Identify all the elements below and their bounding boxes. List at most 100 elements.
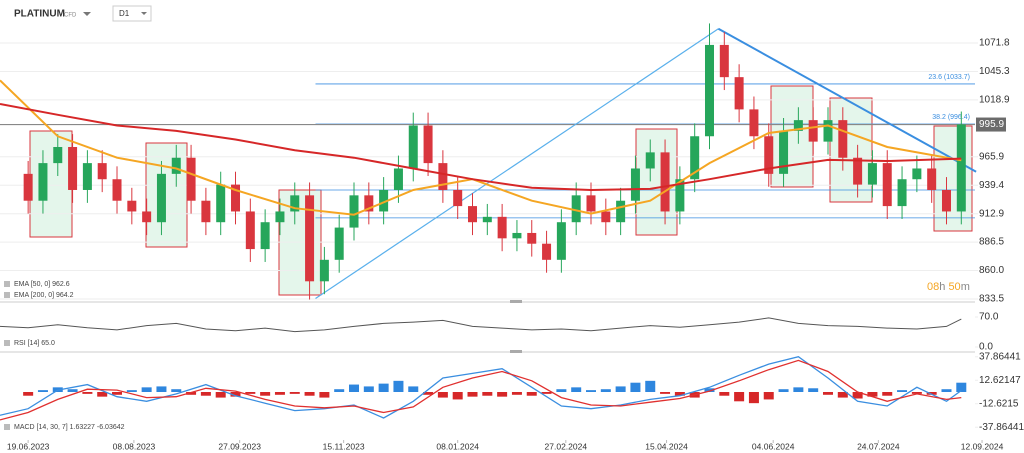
instrument: CFD [64, 13, 77, 19]
candle-body [616, 200, 626, 223]
candle-body [838, 120, 848, 158]
highlight-box [933, 125, 973, 232]
resize-handle[interactable] [510, 350, 522, 353]
candle-body [305, 195, 315, 282]
candle-body [927, 168, 937, 190]
candle-body [764, 136, 774, 174]
histogram-bar [230, 392, 241, 397]
candle-body [882, 163, 892, 207]
histogram-bar [941, 389, 952, 392]
candle-body [127, 200, 137, 212]
x-tick-label: 08.01.2024 [436, 441, 479, 451]
histogram-bar [171, 389, 182, 392]
candle-body [142, 211, 152, 223]
candle-body [690, 136, 700, 180]
candle-body [912, 168, 922, 180]
candle-body [423, 125, 433, 164]
histogram-bar [319, 392, 330, 398]
candle-body [364, 195, 374, 212]
legend-icon [4, 281, 10, 287]
highlight-box [829, 97, 873, 203]
series-line [0, 317, 962, 333]
candle-body [571, 195, 581, 223]
trendline [717, 27, 977, 173]
candle-body [808, 120, 818, 142]
y-tick-label: 70.0 [979, 312, 999, 323]
candle-body [82, 163, 92, 190]
candle-body [497, 216, 507, 239]
histogram-bar [363, 386, 374, 392]
fib-label: 38.2 (996.4) [932, 114, 970, 121]
candle-body [290, 195, 300, 212]
candle-body [438, 163, 448, 190]
histogram-bar [526, 392, 537, 396]
candle-body [734, 77, 744, 110]
histogram-bar [867, 392, 878, 397]
histogram-bar [126, 390, 137, 392]
histogram-bar [763, 392, 774, 400]
histogram-bar [674, 392, 685, 396]
candle-body [823, 120, 833, 142]
candle-body [527, 232, 537, 244]
histogram-bar [852, 392, 863, 399]
candle-body [556, 222, 566, 260]
histogram-bar [926, 392, 937, 395]
histogram-bar [956, 382, 967, 392]
candle-body [779, 130, 789, 174]
highlight-box [635, 128, 678, 236]
histogram-bar [408, 386, 419, 392]
candle-body [660, 152, 670, 212]
timeframe: D1 [119, 9, 130, 18]
histogram-bar [378, 383, 389, 392]
candle-body [231, 184, 241, 212]
y-tick-label: -37.86441 [979, 422, 1024, 433]
candle-body [68, 146, 78, 190]
y-tick-label: 965.9 [979, 151, 1004, 162]
histogram-bar [23, 392, 34, 396]
histogram-bar [112, 392, 123, 395]
candle-body [319, 259, 329, 282]
candle-body [453, 189, 463, 207]
y-tick-label: 1045.3 [979, 66, 1010, 77]
histogram-bar [304, 392, 315, 396]
candle-body [97, 163, 107, 180]
histogram-bar [734, 392, 745, 402]
timeframe-box[interactable] [112, 5, 152, 22]
histogram-bar [156, 386, 167, 392]
histogram-bar [822, 392, 833, 395]
histogram-bar [497, 392, 508, 397]
histogram-bar [704, 388, 715, 392]
histogram-bar [437, 392, 448, 398]
legend-icon [4, 340, 10, 346]
legend-icon [4, 292, 10, 298]
candle-body [749, 109, 759, 137]
y-tick-label: 912.9 [979, 208, 1004, 219]
highlight-box [145, 142, 188, 248]
histogram-bar [778, 389, 789, 392]
candle-body [38, 163, 48, 201]
y-tick-label: 12.62147 [979, 375, 1021, 386]
symbol: PLATINUM [14, 9, 65, 20]
trendline [315, 28, 719, 299]
candle-body [853, 157, 863, 185]
candle-body [260, 222, 270, 250]
resize-handle[interactable] [510, 300, 522, 303]
histogram-bar [719, 392, 730, 396]
histogram-bar [541, 392, 552, 394]
y-tick-label: 833.5 [979, 294, 1004, 305]
y-tick-label: 939.4 [979, 180, 1004, 191]
header[interactable]: PLATINUM CFD D1 [14, 5, 152, 22]
histogram-bar [630, 382, 641, 392]
histogram-bar [452, 392, 463, 400]
histogram-bar [274, 392, 285, 395]
candle-body [186, 157, 196, 201]
x-tick-label: 08.08.2023 [113, 441, 156, 451]
candle-body [408, 125, 418, 169]
histogram-bar [467, 392, 478, 397]
highlight-box [29, 130, 73, 238]
candle-body [586, 195, 596, 212]
histogram-bar [37, 390, 48, 392]
candle-body [468, 206, 478, 223]
histogram-bar [260, 392, 271, 396]
